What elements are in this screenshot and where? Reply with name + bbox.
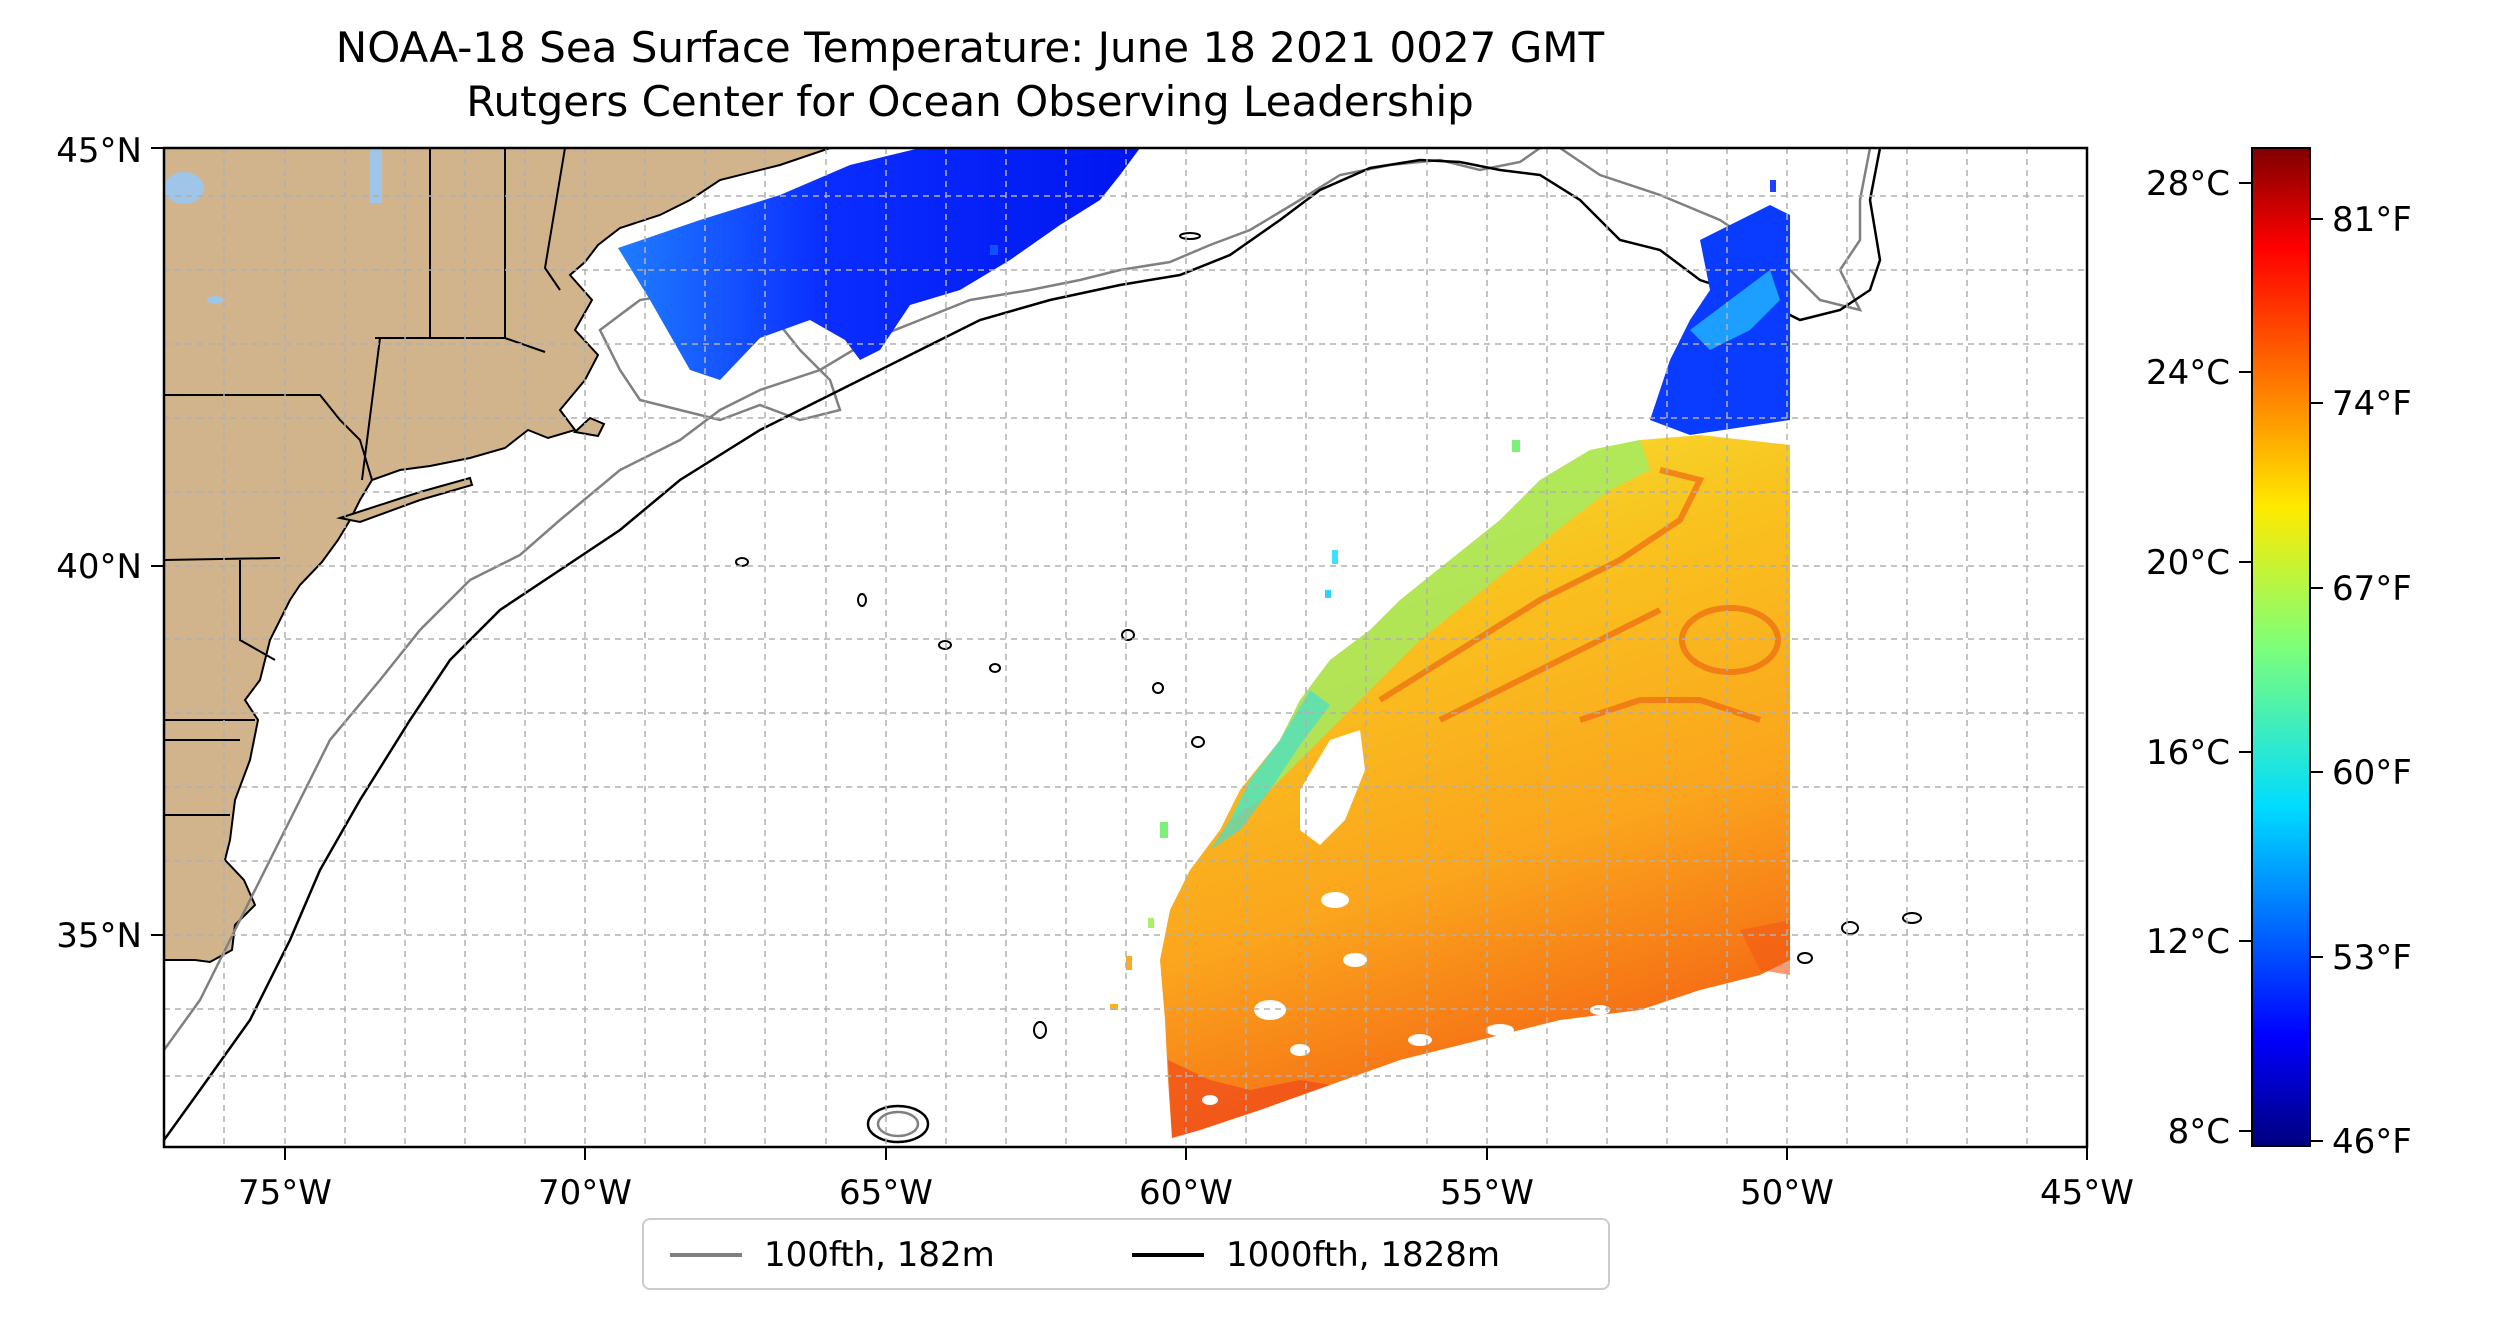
map-subtitle: Rutgers Center for Ocean Observing Leade…: [466, 77, 1474, 126]
sst-cold-scotian-teal: [1690, 270, 1780, 350]
isobath-100fth: [164, 148, 1541, 1051]
lon-tick-label: 55°W: [1440, 1173, 1534, 1213]
lakes: [164, 148, 382, 304]
lon-tick-label: 50°W: [1740, 1173, 1834, 1213]
fahrenheit-tick-label: 60°F: [2332, 753, 2412, 793]
map-gridlines: [164, 148, 2087, 1147]
sst-hot-south: [1168, 1060, 1330, 1138]
legend-line-gray: [670, 1253, 742, 1257]
celsius-tick-label: 20°C: [2146, 543, 2230, 583]
state-borders: [164, 148, 566, 816]
lat-axis: [151, 147, 164, 936]
colorbar: [2251, 147, 2311, 1147]
lon-tick-label: 60°W: [1139, 1173, 1233, 1213]
fahrenheit-tick-label: 81°F: [2332, 200, 2412, 240]
legend-line-black: [1132, 1253, 1204, 1257]
map-title: NOAA-18 Sea Surface Temperature: June 18…: [335, 23, 1605, 72]
map-frame: [162, 146, 2089, 1149]
celsius-tick-label: 24°C: [2146, 353, 2230, 393]
colorbar-ticks: [2239, 182, 2323, 1142]
sst-gulf-stream-filaments: [1378, 467, 1781, 723]
cape-cod: [572, 416, 606, 438]
isobath-legend: 100fth, 182m 1000fth, 1828m: [642, 1218, 1610, 1290]
legend-item-100fth: 100fth, 182m: [670, 1234, 995, 1276]
fahrenheit-tick-label: 67°F: [2332, 569, 2412, 609]
lon-tick-label: 65°W: [839, 1173, 933, 1213]
fahrenheit-tick-label: 46°F: [2332, 1122, 2412, 1162]
sst-scatter: [990, 180, 1776, 1010]
celsius-tick-label: 12°C: [2146, 922, 2230, 962]
legend-label: 100fth, 182m: [764, 1235, 995, 1275]
map-area: [164, 148, 2087, 1147]
sst-transition-band: [1230, 440, 1650, 820]
lon-tick-label: 45°W: [2040, 1173, 2134, 1213]
celsius-tick-label: 28°C: [2146, 164, 2230, 204]
lon-tick-label: 75°W: [238, 1173, 332, 1213]
sst-cyan-edge: [1210, 690, 1330, 850]
sst-hot-southeast: [1740, 920, 1790, 975]
legend-item-1000fth: 1000fth, 1828m: [1132, 1234, 1500, 1276]
isobath-100fth-scotian: [1559, 148, 1872, 312]
lon-axis: [284, 1147, 2088, 1160]
lat-tick-label: 40°N: [56, 547, 142, 587]
bermuda-contour: [866, 1104, 930, 1144]
fahrenheit-tick-label: 53°F: [2332, 938, 2412, 978]
lat-tick-label: 45°N: [56, 131, 142, 171]
legend-label: 1000fth, 1828m: [1226, 1235, 1501, 1275]
lon-tick-label: 70°W: [538, 1173, 632, 1213]
celsius-tick-label: 8°C: [2168, 1112, 2230, 1152]
celsius-tick-label: 16°C: [2146, 733, 2230, 773]
fahrenheit-tick-label: 74°F: [2332, 384, 2412, 424]
lat-tick-label: 35°N: [56, 916, 142, 956]
sst-cold-gulf-of-maine: [618, 148, 1140, 380]
